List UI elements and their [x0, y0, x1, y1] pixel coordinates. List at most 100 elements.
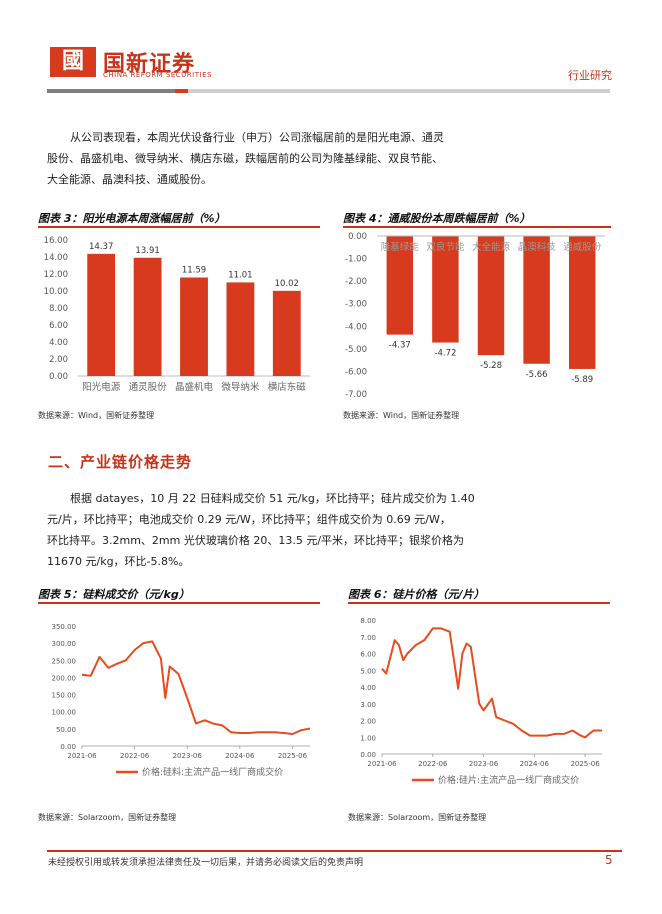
y-tick-label: 6.00	[360, 651, 376, 659]
data-label: -5.28	[480, 361, 502, 371]
x-tick-label: 晶澳科技	[518, 241, 557, 253]
y-tick-label: 2.00	[360, 718, 376, 726]
data-label: -4.37	[389, 341, 411, 351]
y-tick-label: 14.00	[44, 253, 68, 263]
figure5-chart: 0.00 50.00 100.00 150.00 200.00 250.00 300.00 3…	[52, 623, 311, 778]
x-tick-label: 2023-06	[173, 752, 203, 760]
header-divider-grey	[47, 89, 175, 93]
section2-line-4: 11670 元/kg，环比-5.8%。	[47, 555, 190, 568]
series-line	[81, 640, 311, 735]
y-tick-label: 150.00	[52, 692, 77, 700]
series-line	[381, 627, 602, 739]
y-tick-label: 16.00	[44, 236, 68, 246]
figure4-plot: 0.00 -1.00 -2.00 -3.00 -4.00 -5.00 -6.00 -7.00 -…	[345, 232, 605, 400]
x-tick-label: 微导纳米	[221, 381, 260, 393]
x-tick-label: 横店东磁	[268, 381, 307, 393]
section2-title: 二、产业链价格走势	[48, 453, 193, 471]
section2-line-2: 元/片，环比持平；电池成交价 0.29 元/W，环比持平；组件成交价为 0.69…	[47, 513, 451, 526]
x-tick-label: 2021-06	[67, 752, 97, 760]
x-tick-label: 2024-06	[520, 760, 550, 768]
bar	[386, 236, 414, 335]
y-tick-label: -6.00	[345, 367, 367, 377]
y-tick-label: -2.00	[345, 277, 367, 287]
x-tick-label: 隆基绿能	[381, 241, 420, 253]
bar	[272, 290, 301, 376]
x-tick-label: 晶盛机电	[175, 381, 214, 393]
x-tick-label: 2023-06	[469, 760, 499, 768]
x-tick-label: 2025-06	[278, 752, 308, 760]
y-tick-label: -7.00	[345, 390, 367, 400]
bar	[87, 253, 116, 376]
figure5-rule	[38, 602, 320, 604]
data-label: -4.72	[434, 349, 456, 359]
figure3-chart: 0.00 2.00 4.00 6.00 8.00 10.00 12.00 14.00 16.00…	[44, 236, 310, 393]
legend-label: 价格:硅片:主流产品一线厂商成交价	[438, 774, 579, 786]
page-number: 5	[605, 853, 613, 867]
intro-line-2: 股份、晶盛机电、微导纳米、横店东磁，跌幅居前的公司为隆基绿能、双良节能、	[47, 152, 443, 165]
data-label: 11.59	[182, 265, 206, 275]
y-tick-label: 250.00	[52, 657, 77, 665]
x-tick-label: 2022-06	[418, 760, 448, 768]
y-tick-label: 5.00	[360, 667, 376, 675]
figure5-title: 图表 5：硅料成交价（元/kg）	[38, 588, 190, 601]
data-label: 11.01	[228, 270, 252, 280]
y-tick-label: 2.00	[49, 355, 68, 365]
bar	[180, 277, 208, 376]
x-tick-label: 阳光电源	[82, 381, 121, 393]
bar	[523, 236, 550, 364]
legend-label: 价格:硅料:主流产品一线厂商成交价	[142, 766, 283, 778]
y-tick-label: 300.00	[52, 640, 77, 648]
y-tick-label: 4.00	[360, 684, 376, 692]
x-tick-label: 通威股份	[563, 241, 602, 253]
intro-line-3: 大全能源、晶澳科技、通威股份。	[47, 173, 212, 186]
y-tick-label: 350.00	[52, 623, 77, 631]
y-tick-label: 200.00	[52, 674, 77, 682]
section2-line-1: 根据 datayes，10 月 22 日硅料成交价 51 元/kg，环比持平；硅…	[70, 492, 475, 505]
y-tick-label: 0.00	[60, 743, 76, 751]
figure3-source: 数据来源：Wind，国新证券整理	[38, 411, 155, 420]
x-tick-label: 双良节能	[426, 241, 465, 253]
y-tick-label: 1.00	[360, 734, 376, 742]
brand-name-cn: 国新证券	[103, 52, 196, 77]
header-divider-red	[175, 89, 188, 93]
data-label: -5.66	[526, 370, 548, 380]
y-tick-label: -3.00	[345, 300, 367, 310]
brand-logo-mark: 國	[50, 47, 96, 77]
figure6-source: 数据来源：Solarzoom，国新证券整理	[348, 813, 487, 822]
y-tick-label: -5.00	[345, 345, 367, 355]
y-tick-label: 12.00	[44, 270, 68, 280]
y-tick-label: 50.00	[56, 726, 76, 734]
figure5-source: 数据来源：Solarzoom，国新证券整理	[38, 813, 177, 822]
figure6-title: 图表 6：硅片价格（元/片）	[348, 588, 485, 601]
figure6-chart: 0.00 1.00 2.00 3.00 4.00 5.00 6.00 7.00 8.00 2021…	[360, 617, 602, 786]
figure4-source: 数据来源：Wind，国新证券整理	[343, 411, 460, 420]
y-tick-label: -1.00	[345, 255, 367, 265]
y-tick-label: 100.00	[52, 709, 77, 717]
x-tick-label: 2022-06	[120, 752, 150, 760]
x-tick-label: 2024-06	[225, 752, 255, 760]
y-tick-label: 3.00	[360, 701, 376, 709]
bar	[568, 236, 596, 369]
bar	[432, 236, 459, 343]
figure3-title: 图表 3：阳光电源本周涨幅居前（%）	[38, 212, 226, 225]
figure6-rule	[348, 602, 610, 604]
intro-line-1: 从公司表现看，本周光伏设备行业（申万）公司涨幅居前的是阳光电源、通灵	[70, 131, 444, 144]
y-tick-label: -4.00	[345, 322, 367, 332]
y-tick-label: 4.00	[49, 338, 68, 348]
y-tick-label: 7.00	[360, 634, 376, 642]
figure3-rule	[38, 226, 320, 228]
y-tick-label: 8.00	[49, 304, 68, 314]
y-tick-label: 0.00	[360, 751, 376, 759]
footer-rule	[47, 850, 622, 852]
section-tag: 行业研究	[568, 69, 612, 82]
x-tick-label: 通灵股份	[129, 381, 168, 393]
figure5-plot: 0.00 50.00 100.00 150.00 200.00 250.00 300.00 3…	[52, 623, 311, 778]
figure4-rule	[343, 226, 611, 228]
y-tick-label: 6.00	[49, 321, 68, 331]
x-tick-label: 2025-06	[570, 760, 600, 768]
y-tick-label: 0.00	[348, 232, 367, 242]
x-tick-label: 大全能源	[472, 241, 511, 253]
footer-disclaimer: 未经授权引用或转发须承担法律责任及一切后果，并请务必阅读文后的免责声明	[48, 858, 364, 868]
data-label: 10.02	[275, 279, 299, 289]
figure3-plot: 0.00 2.00 4.00 6.00 8.00 10.00 12.00 14.00 16.00…	[44, 236, 310, 393]
